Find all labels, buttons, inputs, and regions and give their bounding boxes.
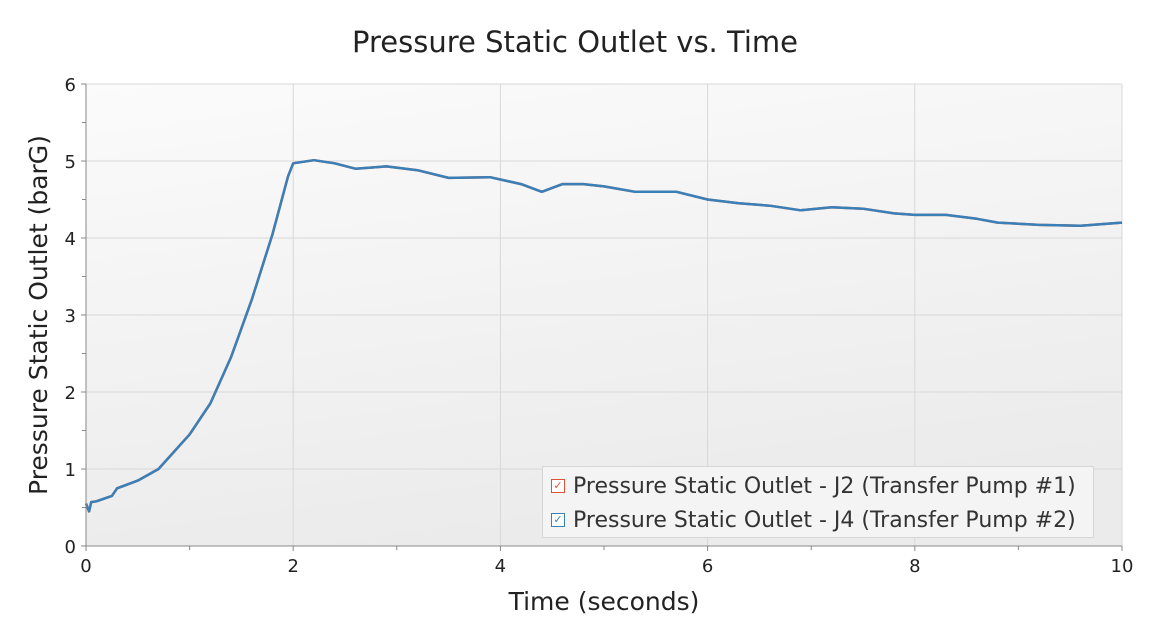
- legend: ✓ Pressure Static Outlet - J2 (Transfer P…: [542, 466, 1094, 538]
- x-tick-label: 2: [287, 556, 298, 577]
- y-tick-label: 4: [65, 229, 76, 250]
- x-tick-label: 0: [80, 556, 91, 577]
- checkbox-icon[interactable]: ✓: [551, 513, 565, 527]
- x-tick-label: 8: [909, 556, 920, 577]
- y-tick-label: 5: [65, 152, 76, 173]
- y-tick-label: 6: [65, 75, 76, 96]
- checkbox-icon[interactable]: ✓: [551, 479, 565, 493]
- legend-item-j4[interactable]: ✓ Pressure Static Outlet - J4 (Transfer P…: [551, 503, 1085, 537]
- y-tick-label: 0: [65, 537, 76, 558]
- legend-item-j2[interactable]: ✓ Pressure Static Outlet - J2 (Transfer P…: [551, 469, 1085, 503]
- chart-title: Pressure Static Outlet vs. Time: [352, 25, 798, 59]
- legend-label: Pressure Static Outlet - J2 (Transfer Pu…: [573, 473, 1076, 499]
- x-tick-label: 6: [702, 556, 713, 577]
- y-axis-label: Pressure Static Outlet (barG): [24, 135, 53, 495]
- y-tick-label: 1: [65, 460, 76, 481]
- x-axis-label: Time (seconds): [508, 587, 700, 616]
- y-tick-label: 2: [65, 383, 76, 404]
- x-tick-label: 4: [495, 556, 506, 577]
- y-tick-label: 3: [65, 306, 76, 327]
- legend-label: Pressure Static Outlet - J4 (Transfer Pu…: [573, 507, 1076, 533]
- series-line-2: [84, 158, 1123, 513]
- x-tick-label: 10: [1111, 556, 1134, 577]
